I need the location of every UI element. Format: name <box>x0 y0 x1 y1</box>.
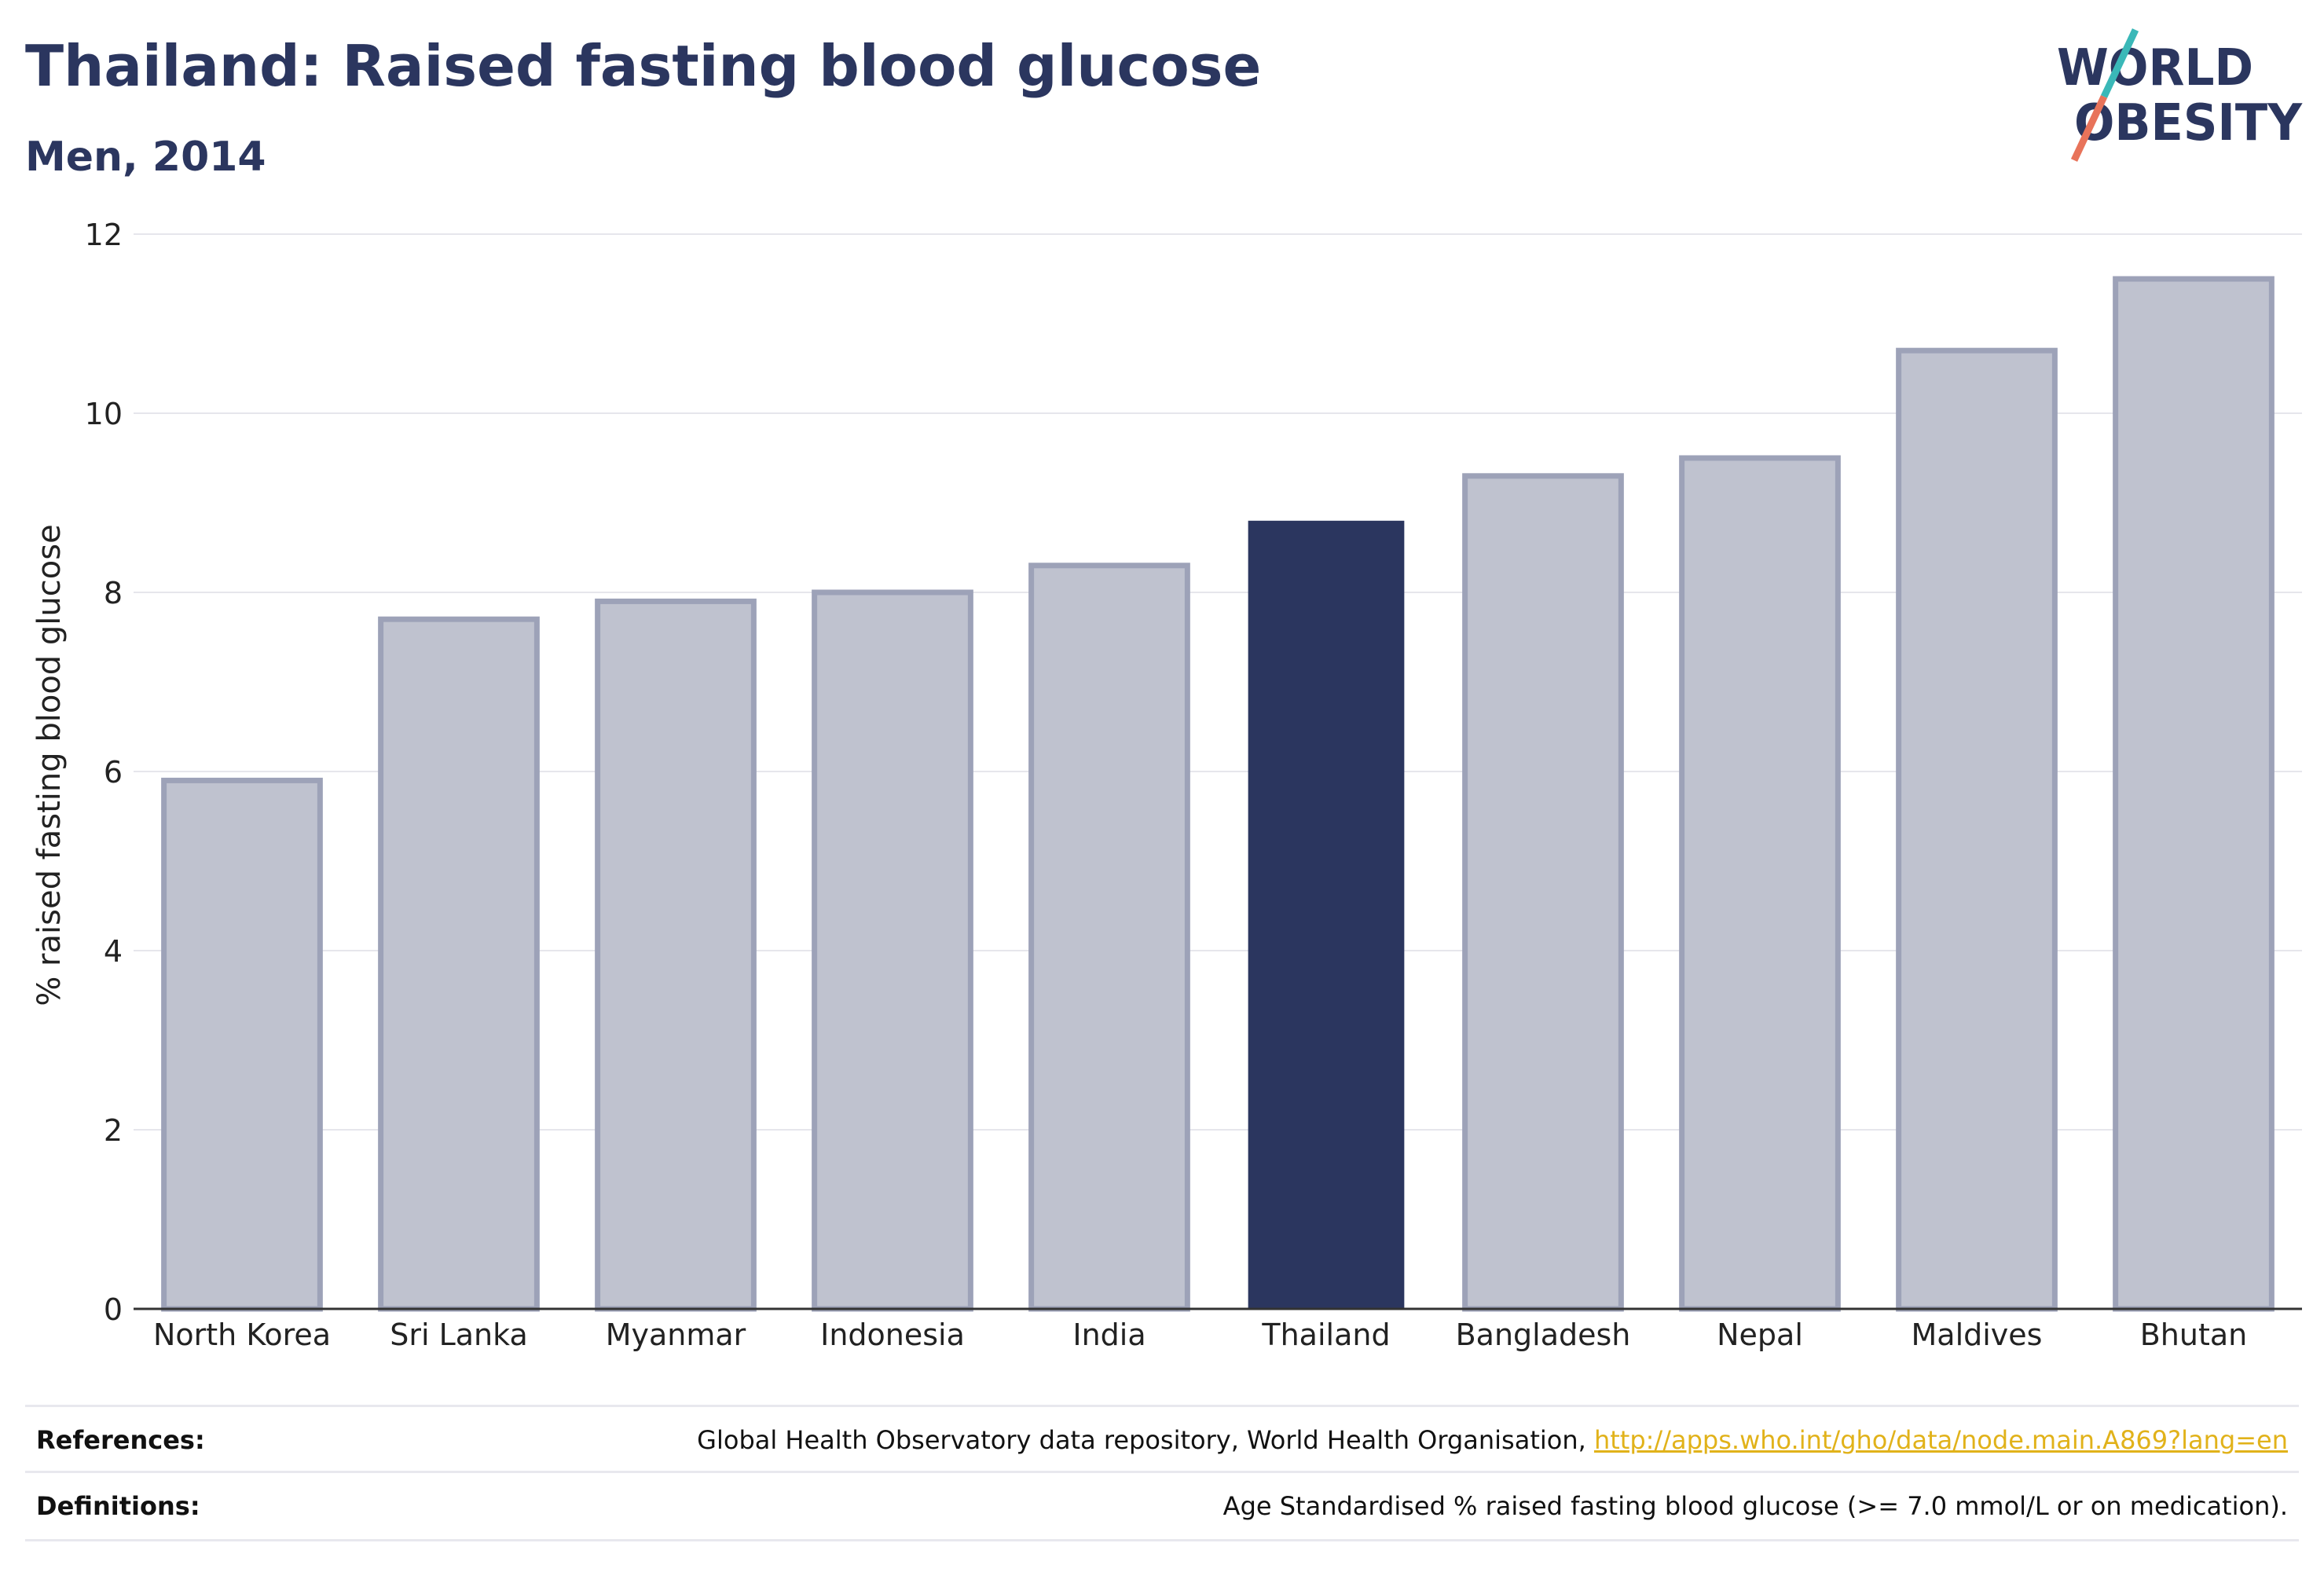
y-axis-label: % raised fasting blood glucose <box>31 524 68 1006</box>
definitions-row: Definitions: Age Standardised % raised f… <box>25 1471 2299 1541</box>
logo-slash-bottom <box>2070 95 2108 162</box>
logo-line2: OBESITY <box>2074 94 2303 152</box>
x-tick-label: Indonesia <box>820 1318 965 1352</box>
y-tick-label: 4 <box>104 934 123 969</box>
bar-indonesia <box>812 589 973 1312</box>
x-tick-label: Bhutan <box>2140 1318 2248 1352</box>
bar-chart: 0 2 4 6 8 10 12 North Korea Sri Lanka Myanmar Ind… <box>31 218 2302 1352</box>
bar-thailand <box>1248 520 1405 1309</box>
logo-slash-top <box>2100 28 2139 98</box>
x-tick-label: Thailand <box>1261 1318 1390 1352</box>
x-tick-label: Sri Lanka <box>390 1318 528 1352</box>
bar-myanmar <box>595 598 757 1312</box>
y-tick-label: 2 <box>104 1113 123 1148</box>
references-text: Global Health Observatory data repositor… <box>697 1425 1586 1455</box>
x-tick-label: North Korea <box>153 1318 331 1352</box>
bars <box>161 276 2275 1312</box>
x-tick-labels: North Korea Sri Lanka Myanmar Indonesia Indi… <box>153 1318 2247 1352</box>
references-link[interactable]: http://apps.who.int/gho/data/node.main.A… <box>1593 1425 2288 1455</box>
definitions-label: Definitions: <box>36 1491 200 1521</box>
world-obesity-logo: WORLD OBESITY <box>2057 28 2303 162</box>
x-tick-label: Bangladesh <box>1456 1318 1631 1352</box>
chart-title: Thailand: Raised fasting blood glucose <box>25 33 1262 99</box>
x-tick-label: Maldives <box>1912 1318 2043 1352</box>
bar-bhutan <box>2113 276 2275 1312</box>
x-tick-label: Myanmar <box>606 1318 746 1352</box>
bar-nepal <box>1679 455 1841 1312</box>
logo-line1: WORLD <box>2057 39 2253 97</box>
y-tick-label: 12 <box>85 218 123 252</box>
x-tick-label: India <box>1072 1318 1146 1352</box>
references-label: References: <box>36 1425 205 1455</box>
y-tick-label: 10 <box>85 397 123 431</box>
chart-subtitle: Men, 2014 <box>25 134 266 181</box>
y-tick-label: 0 <box>104 1292 123 1327</box>
definitions-text: Age Standardised % raised fasting blood … <box>1222 1491 2288 1521</box>
bar-bangladesh <box>1462 473 1624 1312</box>
y-tick-label: 6 <box>104 755 123 790</box>
x-tick-label: Nepal <box>1717 1318 1803 1352</box>
references-row: References: Global Health Observatory da… <box>25 1405 2299 1473</box>
bar-sri-lanka <box>378 616 540 1312</box>
bar-maldives <box>1896 347 2058 1312</box>
y-tick-labels: 0 2 4 6 8 10 12 <box>85 218 123 1327</box>
bar-north-korea <box>161 777 323 1312</box>
bar-india <box>1028 563 1190 1312</box>
references-value: Global Health Observatory data repositor… <box>697 1425 2299 1455</box>
y-tick-label: 8 <box>104 576 123 610</box>
